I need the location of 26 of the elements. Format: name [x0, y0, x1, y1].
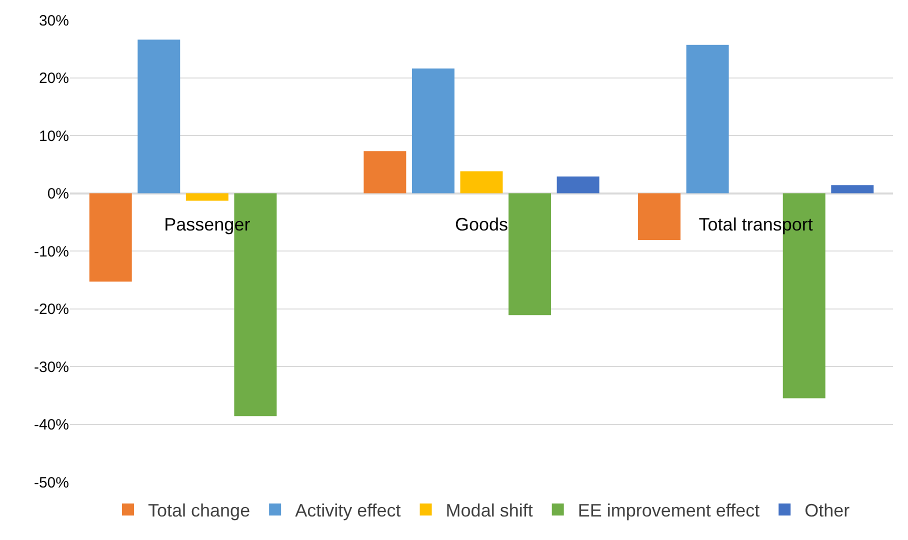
- bar: [460, 171, 503, 194]
- y-tick-label: -40%: [34, 416, 69, 434]
- y-tick-label: -10%: [34, 243, 69, 260]
- legend-label: Total change: [148, 500, 250, 520]
- y-tick-label: 20%: [38, 70, 69, 87]
- bar: [508, 193, 552, 316]
- y-tick-label: -20%: [34, 301, 69, 318]
- bar: [89, 193, 132, 282]
- bar: [686, 44, 729, 194]
- bar: [138, 40, 180, 194]
- y-tick-label: -50%: [34, 474, 69, 492]
- y-tick-label: -30%: [34, 358, 69, 376]
- bar: [364, 151, 406, 194]
- legend-label: EE improvement effect: [578, 500, 760, 520]
- y-tick-label: 30%: [38, 12, 69, 30]
- y-tick-label: 10%: [38, 128, 69, 145]
- y-tick-label: 0%: [47, 186, 69, 202]
- bar: [831, 185, 874, 194]
- bar: [186, 193, 228, 201]
- legend-label: Modal shift: [446, 500, 533, 520]
- x-tick-label: Goods: [454, 214, 508, 234]
- legend-label: Activity effect: [295, 500, 401, 520]
- bar: [412, 68, 454, 194]
- bar: [638, 193, 681, 240]
- legend-label: Other: [804, 500, 850, 520]
- bar: [556, 176, 600, 194]
